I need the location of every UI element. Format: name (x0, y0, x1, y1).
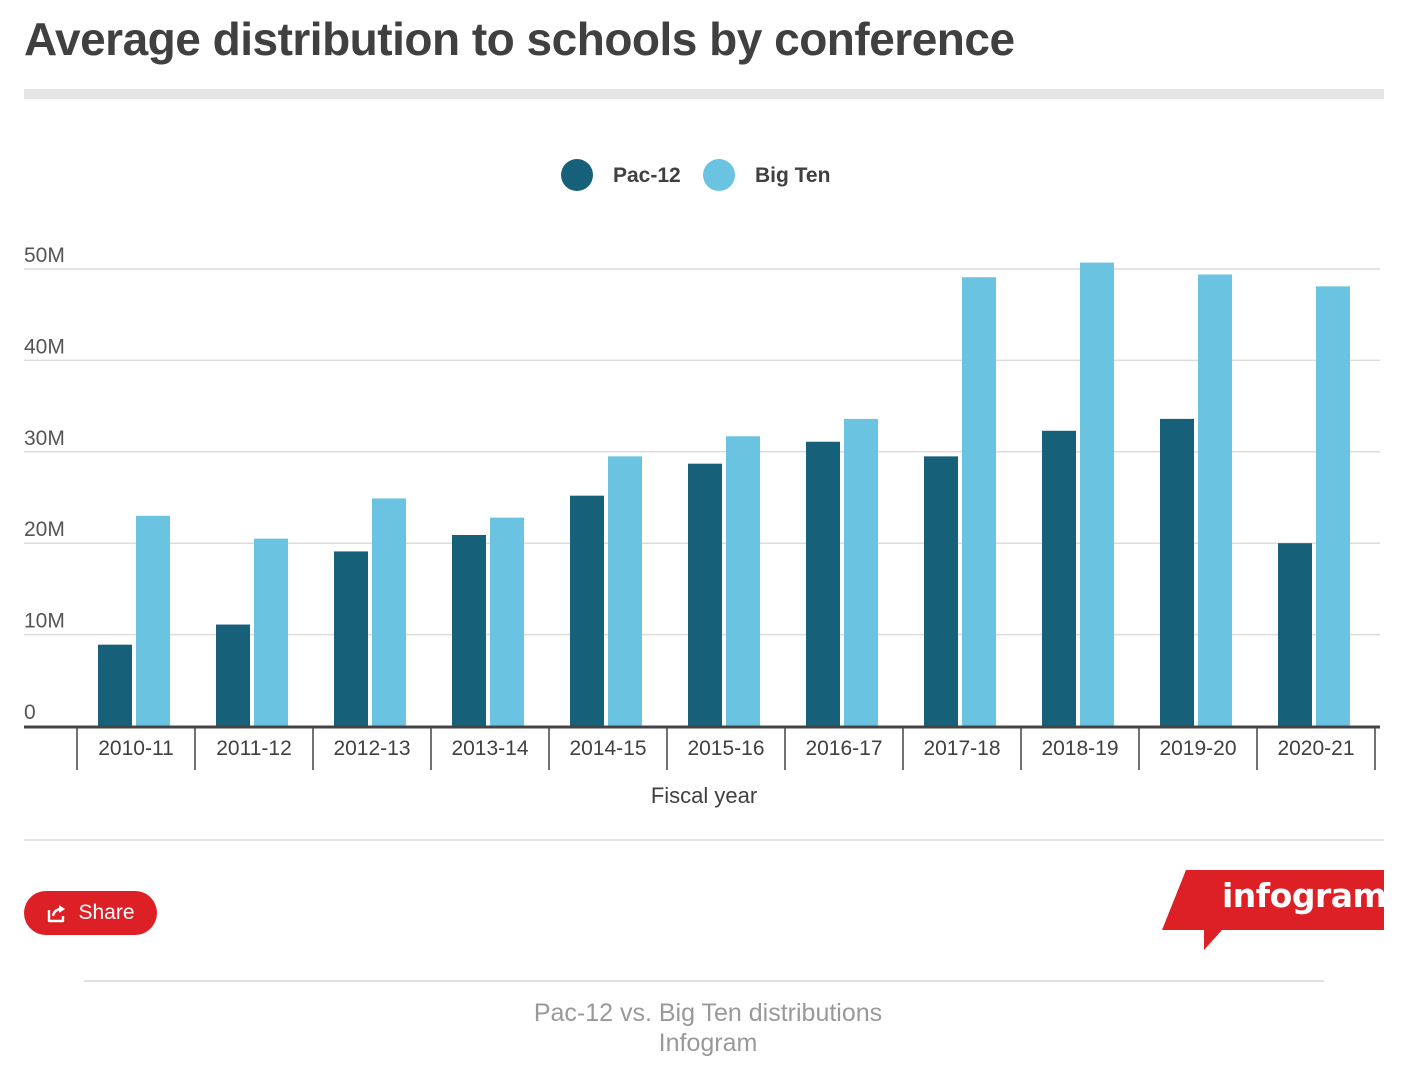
x-tick-label-10: 2020-21 (1277, 737, 1354, 760)
gridlines (24, 268, 1380, 636)
x-tick-label-7: 2017-18 (923, 737, 1000, 760)
x-tick-label-6: 2016-17 (805, 737, 882, 760)
y-tick-label-3: 30M (24, 427, 65, 450)
bar-bigten-2018-19[interactable] (1080, 262, 1114, 726)
legend-swatch-0 (561, 159, 593, 191)
infogram-logo[interactable] (1162, 870, 1384, 952)
y-tick-label-4: 40M (24, 335, 65, 358)
bar-pac12-2014-15[interactable] (570, 495, 604, 726)
title-divider (24, 89, 1384, 99)
bar-bigten-2011-12[interactable] (254, 538, 288, 726)
x-tick-label-3: 2013-14 (451, 737, 528, 760)
y-tick-label-2: 20M (24, 518, 65, 541)
y-tick-label-5: 50M (24, 244, 65, 267)
bar-bigten-2019-20[interactable] (1198, 274, 1232, 726)
x-tick-label-9: 2019-20 (1159, 737, 1236, 760)
legend-label-1[interactable]: Big Ten (755, 164, 830, 187)
x-tick-label-1: 2011-12 (216, 737, 292, 760)
bar-pac12-2019-20[interactable] (1160, 418, 1194, 726)
x-tick-label-2: 2012-13 (333, 737, 410, 760)
x-tick-label-4: 2014-15 (569, 737, 646, 760)
logo-banner (1162, 870, 1384, 950)
bar-pac12-2016-17[interactable] (806, 441, 840, 726)
caption-title: Pac-12 vs. Big Ten distributions (533, 999, 883, 1027)
legend: Pac-12 Big Ten (561, 159, 830, 191)
bar-pac12-2020-21[interactable] (1278, 543, 1312, 726)
bar-bigten-2016-17[interactable] (844, 418, 878, 726)
x-tick-label-8: 2018-19 (1041, 737, 1118, 760)
bar-pac12-2018-19[interactable] (1042, 430, 1076, 726)
bar-bigten-2010-11[interactable] (136, 515, 170, 726)
bar-pac12-2015-16[interactable] (688, 463, 722, 726)
bar-pac12-2012-13[interactable] (334, 551, 368, 726)
share-button[interactable]: Share (24, 891, 157, 935)
share-label: Share (78, 901, 135, 924)
x-tick-label-0: 2010-11 (98, 737, 174, 760)
bar-pac12-2017-18[interactable] (924, 456, 958, 726)
bar-bigten-2013-14[interactable] (490, 517, 524, 726)
legend-swatch-1 (703, 159, 735, 191)
bar-bigten-2020-21[interactable] (1316, 286, 1350, 726)
bar-pac12-2013-14[interactable] (452, 534, 486, 726)
chart-bottom-divider (24, 839, 1384, 841)
bar-bigten-2015-16[interactable] (726, 436, 760, 726)
y-axis-labels: 0 10M 20M 30M 40M 50M (24, 244, 65, 724)
legend-label-0[interactable]: Pac-12 (613, 164, 681, 187)
share-icon (48, 905, 66, 923)
caption-source: Infogram (658, 1029, 758, 1057)
x-tick-label-5: 2015-16 (687, 737, 764, 760)
infogram-logo-text: infogram (1222, 876, 1387, 915)
bar-pac12-2010-11[interactable] (98, 644, 132, 726)
bar-bigten-2012-13[interactable] (372, 498, 406, 726)
y-tick-label-0: 0 (24, 701, 36, 724)
y-tick-label-1: 10M (24, 610, 65, 633)
caption-divider (84, 980, 1324, 982)
x-axis: 2010-11 2011-12 2012-13 2013-14 2014-15 2015-… (24, 725, 1380, 770)
bars (98, 262, 1350, 726)
x-axis-title: Fiscal year (651, 783, 757, 808)
chart-title: Average distribution to schools by confe… (24, 13, 1015, 65)
bar-bigten-2014-15[interactable] (608, 456, 642, 726)
bar-bigten-2017-18[interactable] (962, 277, 996, 726)
bar-pac12-2011-12[interactable] (216, 624, 250, 726)
